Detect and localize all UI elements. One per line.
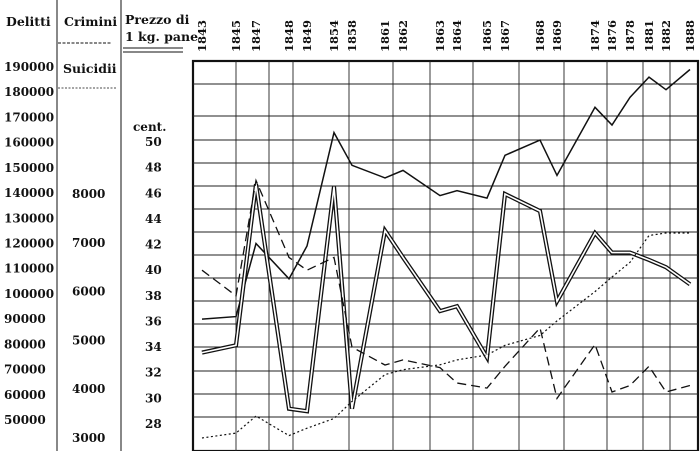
tick-prezzo: 44 bbox=[145, 212, 162, 226]
year-label: 1849 bbox=[300, 20, 314, 52]
tick-crimini: 7000 bbox=[72, 236, 105, 250]
year-label: 1854 bbox=[327, 20, 341, 52]
year-label: 1876 bbox=[605, 20, 619, 52]
tick-delitti: 50000 bbox=[4, 413, 46, 427]
year-label: 1869 bbox=[550, 20, 564, 52]
tick-delitti: 110000 bbox=[4, 262, 54, 276]
tick-prezzo: 42 bbox=[145, 238, 162, 252]
year-label: 1847 bbox=[249, 20, 263, 52]
tick-prezzo: 46 bbox=[145, 186, 162, 200]
year-label: 1888 bbox=[683, 20, 697, 52]
tick-prezzo: 28 bbox=[145, 417, 162, 431]
chart-frame bbox=[56, 0, 700, 451]
series-line-double-outer bbox=[201, 183, 692, 414]
tick-prezzo: 34 bbox=[145, 340, 162, 354]
tick-crimini: 3000 bbox=[72, 431, 105, 445]
prezzo-unit-label: cent. bbox=[133, 120, 166, 134]
tick-delitti: 180000 bbox=[4, 85, 54, 99]
year-labels: 1843 1845 1847 1848 1849 1854 1858 1861 1862 1863… bbox=[195, 20, 697, 52]
series-line-dotted bbox=[201, 232, 690, 439]
grid bbox=[193, 61, 698, 451]
tick-prezzo: 40 bbox=[145, 263, 162, 277]
year-label: 1874 bbox=[588, 20, 602, 52]
tick-crimini: 4000 bbox=[72, 382, 105, 396]
header-prezzo-line2: 1 kg. pane bbox=[125, 29, 198, 44]
tick-crimini: 5000 bbox=[72, 333, 105, 347]
year-label: 1878 bbox=[623, 20, 637, 52]
header-crimini: Crimini bbox=[64, 14, 117, 29]
year-label: 1862 bbox=[396, 20, 410, 52]
tick-delitti: 170000 bbox=[4, 110, 54, 124]
year-label: 1881 bbox=[642, 20, 656, 52]
tick-prezzo: 50 bbox=[145, 135, 162, 149]
tick-prezzo: 48 bbox=[145, 161, 162, 175]
year-label: 1848 bbox=[282, 20, 296, 52]
tick-crimini: 6000 bbox=[72, 285, 105, 299]
tick-delitti: 120000 bbox=[4, 237, 54, 251]
tick-delitti: 160000 bbox=[4, 136, 54, 150]
series-line-double-inner bbox=[201, 184, 691, 413]
series-lines bbox=[201, 68, 692, 439]
tick-delitti: 140000 bbox=[4, 186, 54, 200]
tick-delitti: 190000 bbox=[4, 60, 54, 74]
header-delitti: Delitti bbox=[6, 14, 51, 29]
tick-delitti: 80000 bbox=[4, 337, 46, 351]
tick-prezzo: 36 bbox=[145, 314, 162, 328]
year-label: 1865 bbox=[480, 20, 494, 52]
tick-prezzo: 38 bbox=[145, 289, 162, 303]
plot-area-border bbox=[191, 59, 700, 451]
tick-delitti: 70000 bbox=[4, 363, 46, 377]
header-suicidii: Suicidii bbox=[63, 61, 117, 76]
tick-prezzo: 30 bbox=[145, 391, 162, 405]
series-line-dashed bbox=[201, 178, 691, 400]
series-line-solid bbox=[201, 68, 691, 320]
year-label: 1858 bbox=[345, 20, 359, 52]
year-label: 1863 bbox=[433, 20, 447, 52]
year-label: 1867 bbox=[498, 20, 512, 52]
year-label: 1845 bbox=[229, 20, 243, 52]
year-label: 1861 bbox=[378, 20, 392, 52]
tick-prezzo: 32 bbox=[145, 366, 162, 380]
year-label: 1882 bbox=[659, 20, 673, 52]
year-label: 1864 bbox=[450, 20, 464, 52]
year-label: 1843 bbox=[195, 20, 209, 52]
tick-crimini: 8000 bbox=[72, 187, 105, 201]
header-prezzo-line1: Prezzo di bbox=[125, 12, 190, 27]
year-label: 1868 bbox=[533, 20, 547, 52]
tick-labels: 190000 180000 170000 160000 150000 140000 1300… bbox=[4, 60, 162, 445]
tick-delitti: 60000 bbox=[4, 388, 46, 402]
tick-delitti: 130000 bbox=[4, 211, 54, 225]
tick-delitti: 150000 bbox=[4, 161, 54, 175]
tick-delitti: 90000 bbox=[4, 312, 46, 326]
tick-delitti: 100000 bbox=[4, 287, 54, 301]
